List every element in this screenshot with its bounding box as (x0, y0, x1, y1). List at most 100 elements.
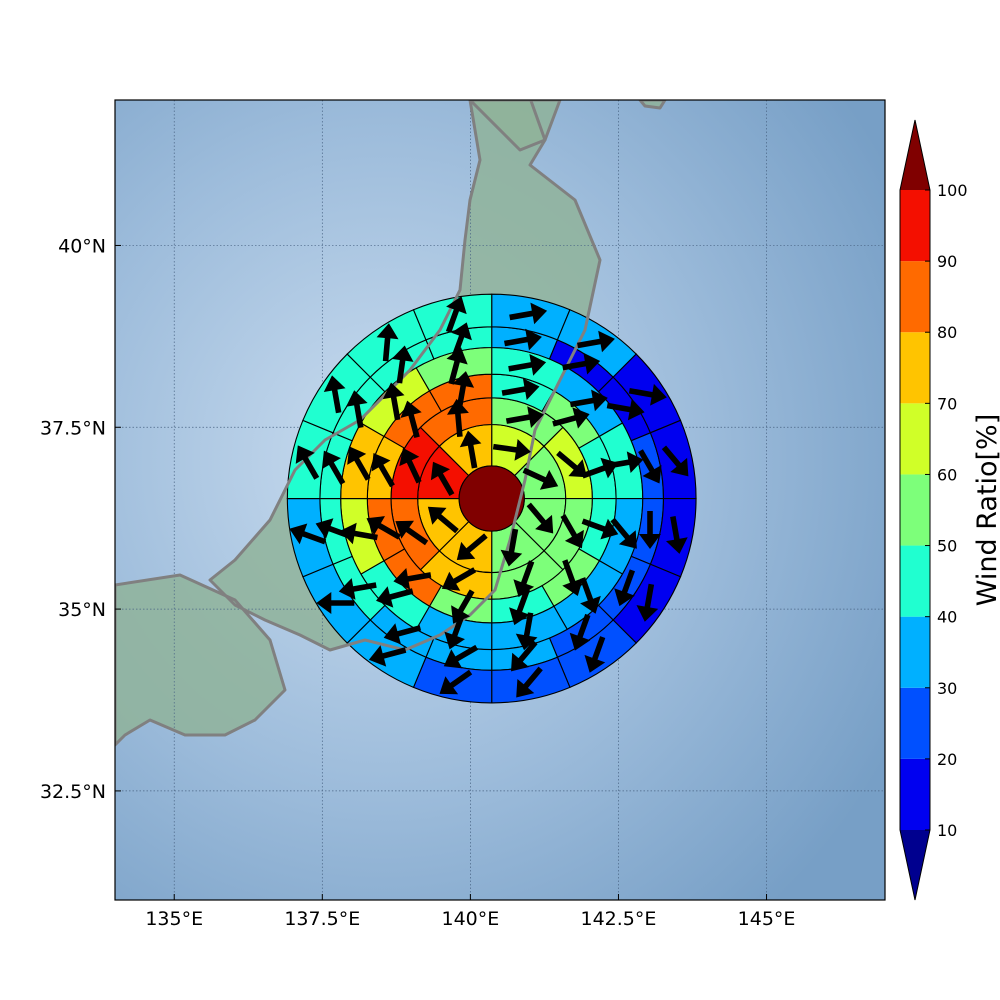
wind-arrow-r5-s14 (376, 323, 399, 362)
wind-arrow-r5-s11 (289, 523, 327, 545)
x-tick-label-1: 137.5°E (284, 908, 360, 930)
kii-peninsula-coastline (115, 573, 287, 747)
wind-arrow-r5-s5 (636, 583, 659, 622)
hokkaido-land (470, 100, 560, 150)
wind-arrow-r3-s1 (569, 389, 608, 412)
wind-arrow-r4-s3 (638, 449, 662, 484)
wind-arrow-r2-s1 (552, 407, 590, 429)
wind-arrow-r1-s7 (447, 398, 469, 437)
colorbar-segment-40-50 (900, 545, 930, 617)
wind-arrow-r2-s4 (562, 559, 583, 596)
wind-arrow-r3-s4 (580, 577, 601, 614)
wind-arrow-r0-s2 (526, 502, 554, 534)
colorbar-tick-label-5: 60 (937, 465, 957, 484)
wind-arrow-r2-s6 (451, 589, 475, 624)
colorbar-label: Wind Ratio[%] (972, 414, 1000, 606)
wind-arrow-r3-s2 (605, 451, 644, 473)
colorbar-segment-60-70 (900, 403, 930, 475)
wind-arrow-r2-s0 (501, 378, 540, 400)
x-tick-label-3: 142.5°E (581, 908, 657, 930)
colorbar-tick-label-8: 90 (937, 252, 957, 271)
x-axis-ticks: 135°E 137.5°E 140°E 142.5°E 145°E (145, 894, 795, 930)
colorbar-tick-label-1: 20 (937, 750, 957, 769)
wind-arrow-r1-s0 (505, 406, 544, 428)
wind-arrow-r0-s0 (492, 439, 531, 461)
wind-arrow-r5-s7 (516, 666, 543, 698)
wind-arrow-r4-s4 (639, 511, 661, 549)
coastline-layer (115, 100, 667, 747)
colorbar-tick-label-0: 10 (937, 821, 957, 840)
wind-arrow-r3-s8 (340, 522, 378, 545)
colorbar-segment-70-80 (900, 332, 930, 404)
wind-arrow-r3-s3 (610, 517, 637, 549)
colorbar-extend-over (900, 120, 930, 190)
map-panel (114, 99, 886, 901)
wind-arrow-r3-s6 (444, 612, 466, 650)
y-tick-label-0: 32.5°N (40, 781, 106, 803)
wind-arrow-r4-s5 (614, 569, 635, 607)
wind-arrow-r2-s8 (366, 516, 401, 540)
y-axis-ticks: 32.5°N 35°N 37.5°N 40°N (40, 235, 121, 803)
wind-arrow-r4-s11 (315, 518, 353, 540)
y-tick-label-2: 37.5°N (40, 417, 106, 439)
wind-arrow-r4-s7 (511, 640, 538, 672)
wind-arrow-r5-s15 (445, 296, 467, 333)
colorbar-segment-30-40 (900, 616, 930, 688)
wind-arrow-r5-s8 (439, 669, 473, 695)
colorbar-extend-under (900, 830, 930, 900)
map-frame (114, 99, 886, 901)
wind-arrow-r5-s9 (368, 645, 407, 667)
wind-arrow-r0-s7 (459, 430, 482, 469)
wind-arrow-r4-s10 (338, 578, 377, 600)
wind-arrow-r3-s10 (382, 382, 405, 421)
wind-arrow-r5-s10 (316, 592, 355, 614)
wind-arrow-r4-s0 (504, 328, 542, 351)
colorbar-tick-label-2: 30 (937, 679, 957, 698)
wind-arrow-r4-s15 (451, 322, 472, 360)
wind-arrow-r2-s11 (452, 371, 475, 409)
wind-arrow-r0-s3 (500, 528, 523, 567)
wind-arrow-r1-s2 (560, 514, 584, 549)
x-tick-label-4: 145°E (738, 908, 796, 930)
y-tick-label-1: 35°N (58, 599, 106, 621)
wind-arrow-r5-s3 (661, 445, 689, 477)
wind-arrow-r2-s7 (393, 568, 432, 590)
wind-arrow-r4-s8 (443, 644, 479, 669)
y-tick-label-3: 40°N (58, 235, 106, 257)
wind-arrow-r4-s13 (346, 390, 368, 429)
hokkaido-coastline (468, 100, 562, 152)
wind-arrow-r0-s5 (427, 506, 459, 534)
center-disc (458, 465, 525, 532)
colorbar: 10 20 30 40 50 60 70 80 90 100 (899, 119, 968, 901)
wind-arrow-r4-s1 (562, 352, 601, 375)
wind-arrow-r5-s0 (509, 302, 548, 325)
wind-arrow-r2-s10 (400, 400, 422, 438)
wind-arrow-r2-s9 (371, 453, 395, 488)
wind-arrow-r5-s13 (323, 375, 346, 414)
x-tick-label-2: 140°E (441, 908, 499, 930)
wind-arrow-r1-s6 (399, 447, 422, 484)
colorbar-segment-90-100 (900, 190, 930, 262)
colorbar-segment-80-90 (900, 261, 930, 333)
wind-arrow-r5-s4 (666, 516, 688, 554)
wind-arrow-r1-s4 (441, 567, 477, 591)
wind-arrow-r2-s3 (581, 518, 619, 540)
wind-arrow-r1-s5 (395, 520, 429, 546)
colorbar-segment-10-20 (900, 758, 930, 830)
wind-arrow-r4-s2 (606, 398, 645, 421)
wind-arrow-r4-s14 (391, 345, 414, 384)
wind-arrow-r5-s6 (584, 636, 606, 673)
northeast-coastline (638, 100, 667, 110)
honshu-coastline (208, 100, 602, 652)
wind-arrow-r2-s5 (509, 588, 530, 626)
wind-arrow-r0-s6 (430, 461, 455, 496)
kii-peninsula-land (115, 575, 285, 745)
x-tick-label-0: 135°E (145, 908, 203, 930)
wind-arrow-r5-s12 (295, 445, 320, 480)
colorbar-tick-label-3: 40 (937, 608, 957, 627)
wind-arrow-r3-s7 (376, 586, 414, 608)
wind-arrow-r4-s12 (321, 450, 346, 485)
wind-arrow-r3-s9 (347, 446, 371, 481)
colorbar-tick-label-4: 50 (937, 537, 957, 556)
wind-arrow-r5-s2 (628, 383, 667, 406)
